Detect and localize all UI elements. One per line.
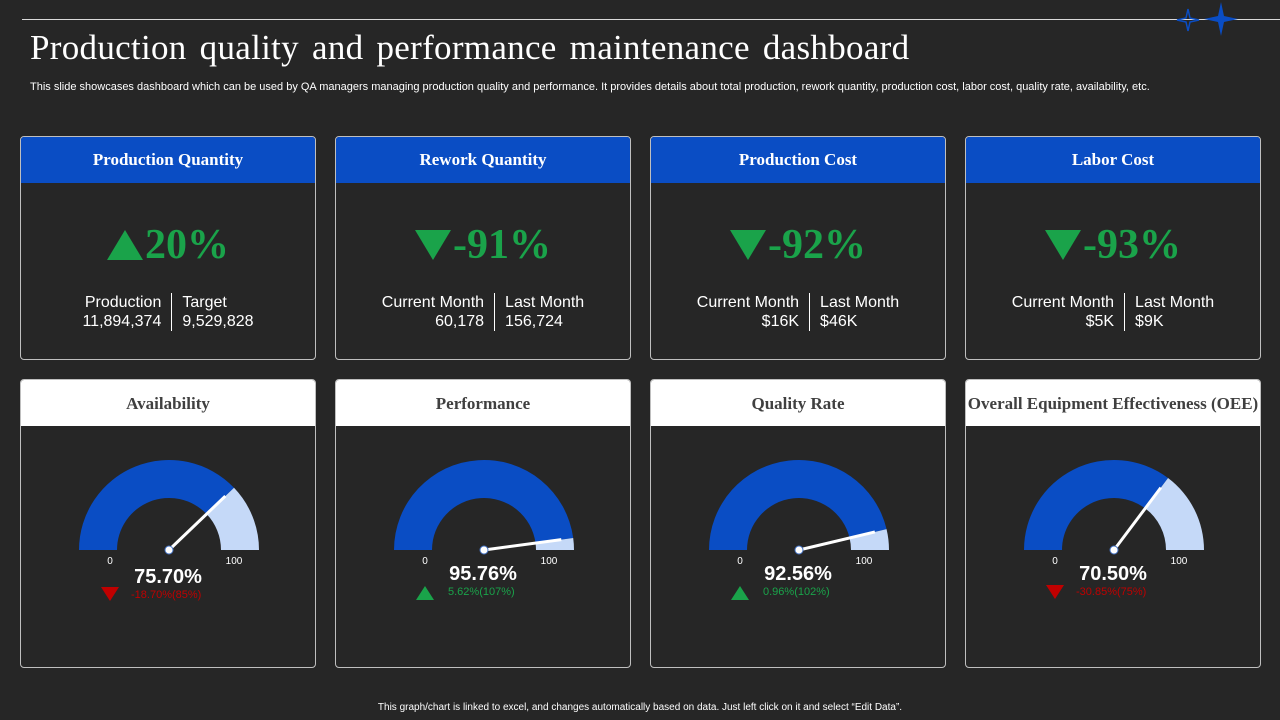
- gauge-delta: -30.85%(75%): [1076, 586, 1147, 598]
- kpi-metric: 20%: [21, 221, 315, 269]
- kpi-left-label: Production: [84, 294, 162, 311]
- kpi-comparison: Current Month $16K Last Month $46K: [651, 293, 945, 331]
- gauge-needle: [167, 494, 227, 552]
- gauge-chart: 0 100: [1024, 460, 1204, 567]
- kpi-comparison: Current Month 60,178 Last Month 156,724: [336, 293, 630, 331]
- kpi-card-title: Rework Quantity: [336, 137, 630, 183]
- gauge-min-label: 0: [422, 556, 428, 567]
- kpi-left-value: 60,178: [435, 313, 485, 330]
- kpi-left-label: Current Month: [696, 294, 800, 311]
- trend-up-icon: [731, 586, 749, 600]
- gauge-max-label: 100: [856, 556, 873, 567]
- gauge-min-label: 0: [1052, 556, 1058, 567]
- gauge-chart: 0 100: [394, 459, 574, 567]
- gauge-hub: [794, 545, 804, 555]
- gauge-min-label: 0: [107, 556, 113, 567]
- kpi-card-production-cost: Production Cost -92% Current Month $16K …: [650, 136, 946, 360]
- gauge-card-availability: Availability 0 100 75.70% -18.70%(85%): [20, 379, 316, 668]
- gauge-remaining-arc: [1145, 478, 1204, 550]
- kpi-left-label: Current Month: [381, 294, 485, 311]
- gauge-card-performance: Performance 0 100 95.76% 5.62%(107%): [335, 379, 631, 668]
- gauge-card-oee: Overall Equipment Effectiveness (OEE) 0 1…: [965, 379, 1261, 668]
- trend-up-icon: [107, 230, 143, 260]
- gauge-min-label: 0: [737, 556, 743, 567]
- sparkle-star-icon: [1204, 2, 1238, 36]
- trend-down-icon: [730, 230, 766, 260]
- kpi-metric-value: 20%: [145, 222, 229, 268]
- kpi-card-title: Labor Cost: [966, 137, 1260, 183]
- gauge-card-title: Overall Equipment Effectiveness (OEE): [966, 380, 1260, 426]
- gauge-delta: 0.96%(102%): [763, 586, 830, 598]
- gauge-filled-arc: [709, 460, 887, 550]
- gauge-max-label: 100: [1171, 556, 1188, 567]
- gauge-value: 70.50%: [1079, 563, 1147, 585]
- kpi-card-title: Production Cost: [651, 137, 945, 183]
- kpi-left-value: $5K: [1085, 313, 1115, 330]
- gauge-hub: [479, 545, 489, 555]
- gauge-remaining-arc: [535, 538, 574, 550]
- top-divider: [22, 19, 1280, 20]
- trend-down-icon: [415, 230, 451, 260]
- gauge-value: 75.70%: [134, 566, 202, 588]
- trend-down-icon: [101, 587, 119, 601]
- kpi-metric-value: -91%: [453, 222, 551, 268]
- kpi-metric-value: -93%: [1083, 222, 1181, 268]
- kpi-card-labor-cost: Labor Cost -93% Current Month $5K Last M…: [965, 136, 1261, 360]
- gauge-value: 95.76%: [449, 563, 517, 585]
- trend-down-icon: [1046, 585, 1064, 599]
- gauge-card-title: Availability: [21, 380, 315, 426]
- trend-down-icon: [1045, 230, 1081, 260]
- kpi-metric: -93%: [966, 221, 1260, 269]
- kpi-left-value: 11,894,374: [82, 313, 162, 330]
- gauge-card-quality-rate: Quality Rate 0 100 92.56% 0.96%(102%): [650, 379, 946, 668]
- kpi-left-value: $16K: [761, 313, 800, 330]
- gauge-value: 92.56%: [764, 563, 832, 585]
- kpi-metric: -92%: [651, 221, 945, 269]
- trend-up-icon: [416, 586, 434, 600]
- gauge-needle: [1112, 486, 1163, 551]
- gauge-chart: 0 100: [79, 459, 259, 567]
- gauge-hub: [164, 545, 174, 555]
- kpi-card-production-quantity: Production Quantity 20% Production 11,89…: [20, 136, 316, 360]
- gauge-filled-arc: [79, 459, 235, 550]
- gauge-filled-arc: [1024, 460, 1169, 550]
- gauge-max-label: 100: [541, 556, 558, 567]
- kpi-left-label: Current Month: [1011, 294, 1115, 311]
- kpi-right-label: Last Month: [820, 294, 900, 311]
- kpi-right-value: $46K: [820, 313, 858, 330]
- kpi-comparison: Current Month $5K Last Month $9K: [966, 293, 1260, 331]
- gauge-filled-arc: [394, 459, 574, 550]
- gauge-needle: [483, 538, 562, 552]
- kpi-metric-value: -92%: [768, 222, 866, 268]
- kpi-right-value: $9K: [1135, 313, 1164, 330]
- kpi-right-value: 156,724: [505, 313, 563, 330]
- footer-note: This graph/chart is linked to excel, and…: [377, 702, 903, 713]
- gauge-remaining-arc: [849, 529, 889, 550]
- gauge-delta: -18.70%(85%): [131, 589, 202, 601]
- kpi-metric: -91%: [336, 221, 630, 269]
- gauge-card-title: Performance: [336, 380, 630, 426]
- page-subtitle: This slide showcases dashboard which can…: [30, 81, 1150, 93]
- gauge-needle: [798, 530, 876, 552]
- gauge-chart: 0 100: [709, 460, 889, 567]
- sparkle-star-icon: [1176, 8, 1200, 32]
- kpi-comparison: Production 11,894,374 Target 9,529,828: [21, 293, 315, 331]
- gauge-delta: 5.62%(107%): [448, 586, 515, 598]
- kpi-right-label: Target: [182, 294, 227, 311]
- kpi-card-title: Production Quantity: [21, 137, 315, 183]
- gauge-hub: [1109, 545, 1119, 555]
- gauge-max-label: 100: [226, 556, 243, 567]
- kpi-card-rework-quantity: Rework Quantity -91% Current Month 60,17…: [335, 136, 631, 360]
- kpi-right-label: Last Month: [1135, 294, 1215, 311]
- gauge-card-title: Quality Rate: [651, 380, 945, 426]
- page-title: Production quality and performance maint…: [30, 28, 910, 67]
- kpi-right-value: 9,529,828: [182, 313, 254, 330]
- kpi-right-label: Last Month: [505, 294, 585, 311]
